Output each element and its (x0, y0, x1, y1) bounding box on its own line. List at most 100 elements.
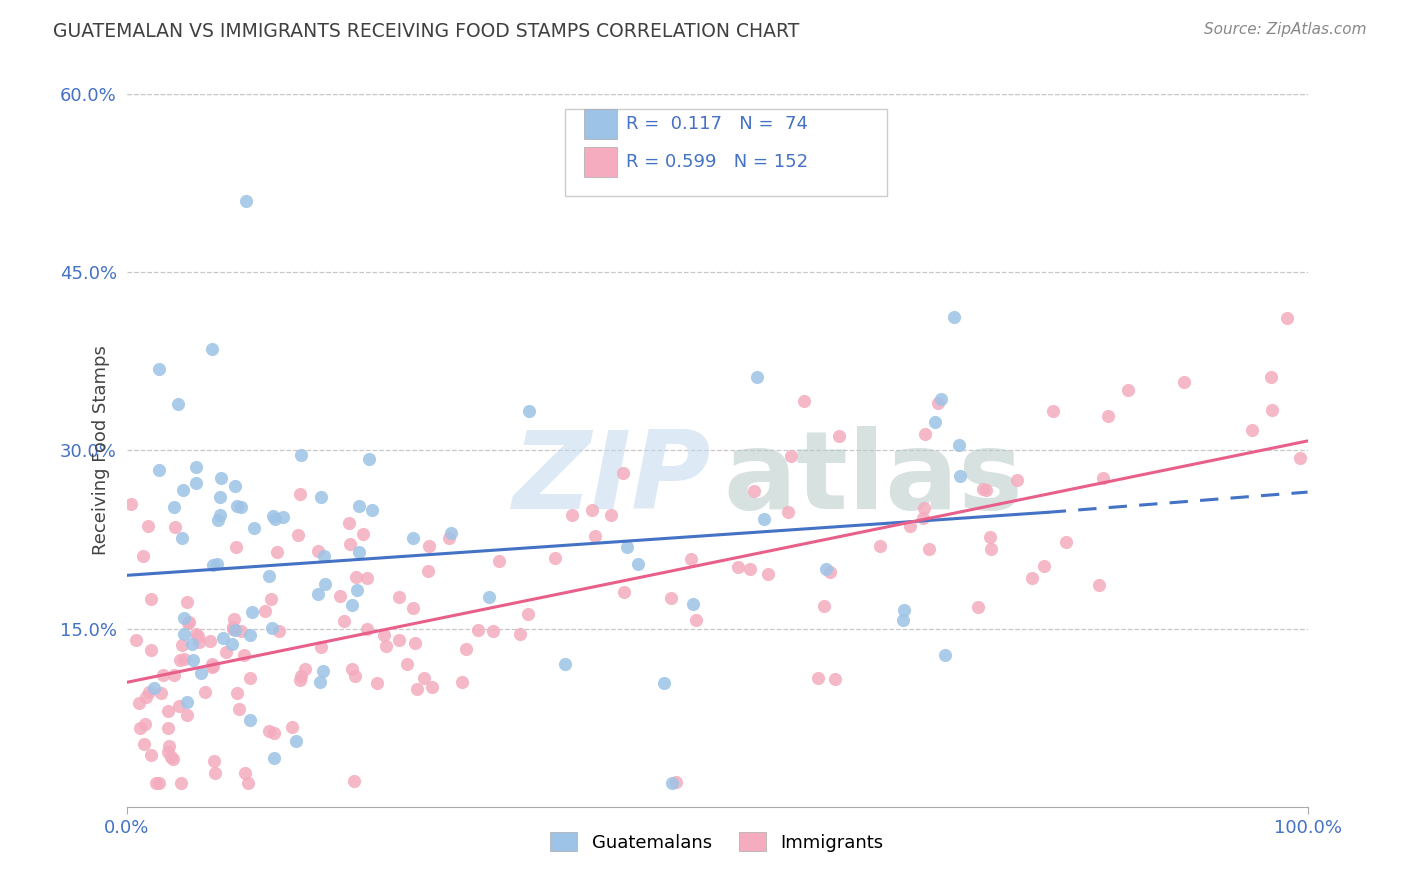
Text: ZIP: ZIP (513, 426, 711, 532)
Point (451, 674, 474, 689)
Point (290, 448, 312, 462)
Point (1116, 383, 1139, 397)
Y-axis label: Receiving Food Stamps: Receiving Food Stamps (91, 345, 110, 556)
Text: Source: ZipAtlas.com: Source: ZipAtlas.com (1204, 22, 1367, 37)
Point (173, 627, 195, 641)
Point (349, 499, 371, 513)
Point (477, 590, 499, 604)
Point (235, 194, 257, 208)
Point (201, 660, 224, 674)
Point (202, 558, 225, 572)
Point (1021, 571, 1043, 585)
Point (388, 632, 411, 647)
Point (239, 671, 262, 685)
Point (254, 603, 277, 617)
Point (395, 657, 418, 671)
Point (347, 544, 370, 558)
Point (148, 362, 170, 376)
Point (139, 643, 162, 657)
Point (287, 528, 309, 542)
Point (1240, 423, 1263, 437)
Point (290, 669, 312, 683)
Point (1289, 451, 1312, 466)
Point (139, 591, 162, 606)
Point (148, 463, 170, 477)
Point (654, 676, 676, 690)
Point (273, 509, 295, 524)
Point (201, 343, 224, 357)
Point (308, 587, 330, 601)
Point (627, 558, 650, 572)
Point (554, 657, 576, 671)
Point (949, 469, 972, 483)
Point (357, 451, 380, 466)
Point (163, 668, 186, 682)
Point (599, 508, 621, 523)
Point (352, 526, 374, 541)
Text: atlas: atlas (723, 426, 1022, 532)
Point (745, 370, 768, 384)
Point (979, 530, 1001, 544)
Point (228, 702, 250, 716)
Point (404, 635, 426, 649)
Point (263, 751, 285, 765)
Point (239, 628, 262, 642)
Point (212, 631, 235, 645)
Point (314, 577, 336, 591)
Point (1032, 559, 1054, 574)
Point (329, 589, 352, 603)
Point (198, 633, 221, 648)
Point (418, 540, 440, 554)
Point (467, 624, 489, 638)
Point (413, 671, 436, 685)
Point (976, 483, 998, 497)
Point (232, 648, 254, 663)
Point (173, 652, 195, 666)
Point (309, 491, 332, 505)
Bar (583, 147, 617, 178)
Point (581, 503, 603, 517)
Point (918, 542, 941, 557)
Point (225, 686, 247, 700)
Point (308, 675, 330, 690)
Point (184, 627, 207, 641)
Point (1173, 375, 1195, 389)
Point (266, 545, 288, 559)
Text: R = 0.599   N = 152: R = 0.599 N = 152 (626, 153, 808, 171)
Point (1097, 409, 1119, 423)
Point (260, 592, 283, 607)
Point (125, 632, 148, 647)
Point (1005, 473, 1028, 487)
Point (294, 662, 316, 676)
Point (966, 600, 988, 615)
Point (337, 516, 360, 530)
Point (948, 438, 970, 452)
Point (172, 483, 194, 498)
Point (176, 615, 198, 630)
Point (157, 721, 180, 735)
Point (613, 584, 636, 599)
Point (162, 500, 184, 514)
Point (1042, 404, 1064, 418)
Point (682, 597, 704, 611)
Point (128, 696, 150, 710)
Point (132, 549, 155, 563)
Point (356, 622, 378, 636)
Point (333, 614, 356, 628)
Point (190, 665, 212, 680)
Point (149, 686, 172, 700)
Point (225, 541, 247, 555)
Point (167, 699, 190, 714)
Point (240, 605, 263, 619)
Point (136, 519, 159, 533)
Point (231, 624, 253, 639)
Point (142, 681, 165, 695)
Point (128, 721, 150, 735)
Point (1260, 369, 1282, 384)
Point (222, 623, 245, 637)
Point (374, 639, 396, 653)
Point (373, 628, 395, 642)
Point (388, 590, 411, 604)
Point (257, 569, 280, 583)
Point (226, 499, 249, 513)
